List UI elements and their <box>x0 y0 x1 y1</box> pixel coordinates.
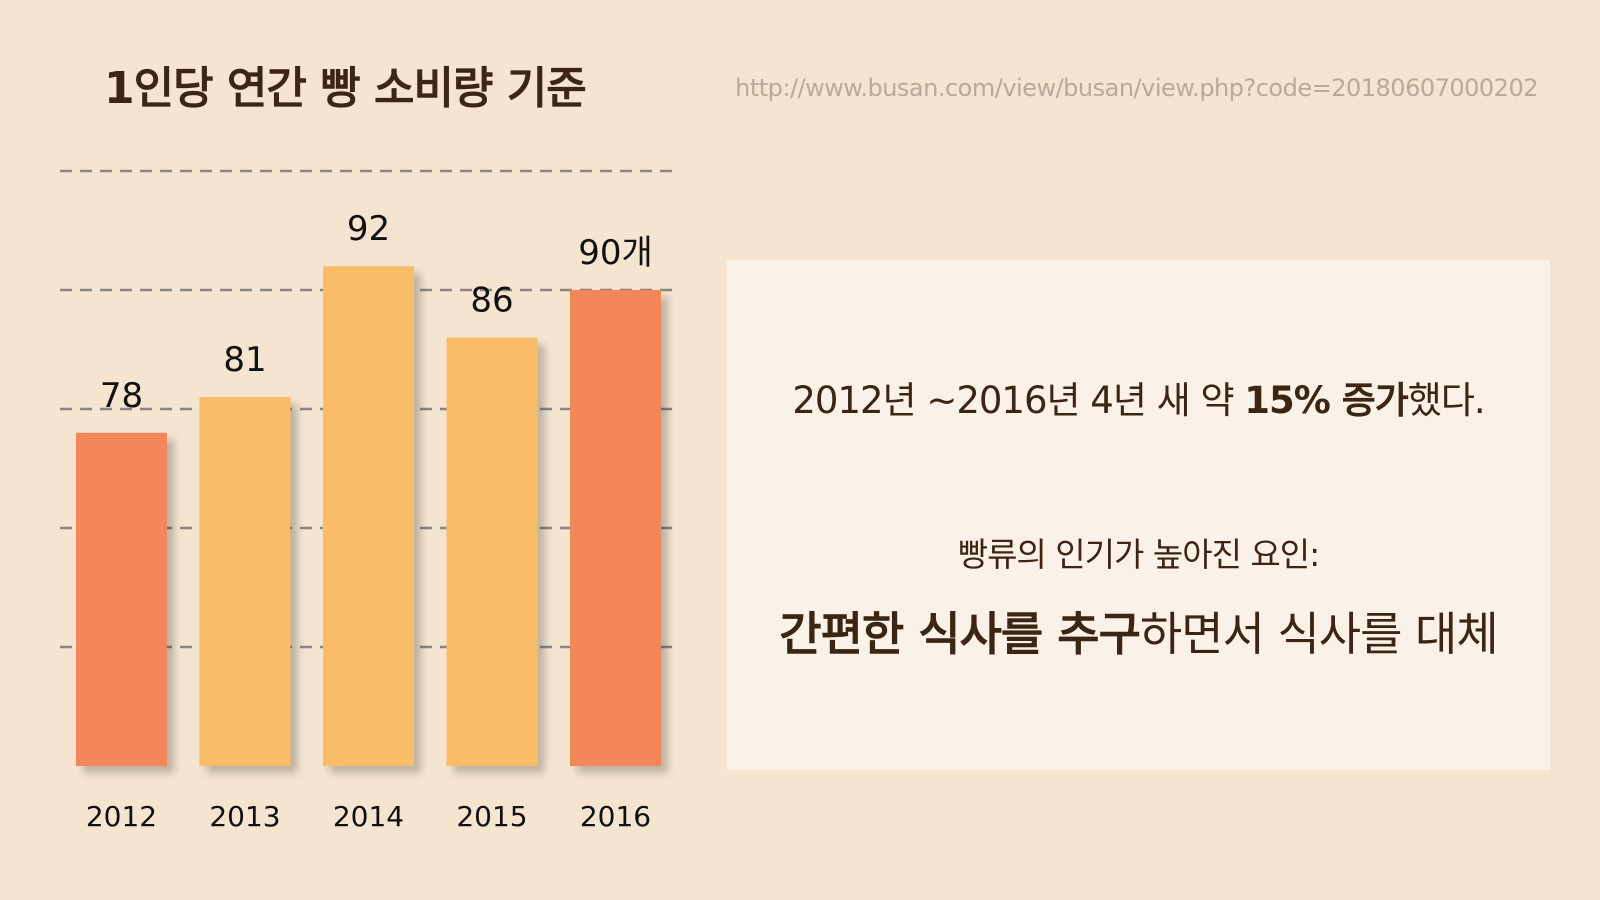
growth-highlight: 15% 증가 <box>1244 379 1409 422</box>
growth-suffix: 했다. <box>1407 379 1486 422</box>
x-tick-2015: 2015 <box>456 800 527 833</box>
source-url: http://www.busan.com/view/busan/view.php… <box>735 74 1538 102</box>
reason-heading: 빵류의 인기가 높아진 요인: <box>957 535 1321 574</box>
value-label-2016: 90개 <box>578 233 653 273</box>
value-label-2014: 92 <box>347 209 390 249</box>
reason-sentence: 간편한 식사를 추구하면서 식사를 대체 <box>727 598 1550 664</box>
bar-2012 <box>76 432 167 766</box>
page-title: 1인당 연간 빵 소비량 기준 <box>104 63 587 114</box>
bar-2014 <box>323 266 414 766</box>
value-label-2013: 81 <box>223 340 266 380</box>
reason-rest: 하면서 식사를 대체 <box>1139 607 1499 661</box>
growth-prefix: 2012년 ~2016년 4년 새 약 <box>792 379 1245 422</box>
value-labels: 78 81 92 86 90개 <box>100 209 653 416</box>
bar-2013 <box>199 397 291 766</box>
growth-sentence: 2012년 ~2016년 4년 새 약 15% 증가했다. <box>727 370 1550 424</box>
x-tick-2012: 2012 <box>86 800 157 833</box>
x-axis-ticks: 2012 2013 2014 2015 2016 <box>86 800 651 833</box>
bar-2016 <box>570 290 661 766</box>
x-tick-2014: 2014 <box>333 800 404 833</box>
bars <box>76 266 661 766</box>
x-tick-2016: 2016 <box>580 800 651 833</box>
value-label-2012: 78 <box>100 376 143 416</box>
bar-chart: 78 81 92 86 90개 2012 2013 2014 2015 2016 <box>60 169 678 833</box>
summary-panel: 2012년 ~2016년 4년 새 약 15% 증가했다. 빵류의 인기가 높아… <box>727 260 1550 770</box>
x-tick-2013: 2013 <box>209 800 280 833</box>
reason-highlight: 간편한 식사를 추구 <box>779 607 1141 661</box>
value-label-2015: 86 <box>470 281 513 321</box>
bar-2015 <box>446 337 538 766</box>
